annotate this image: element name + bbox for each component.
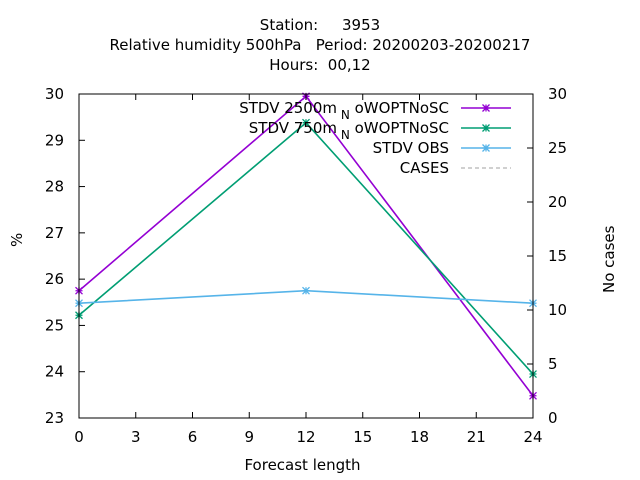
plot-area: 0 3 6 9 12 15 18 21 24 23 24 25 26 27 28 29 30 0 5 10 15 20 25…: [45, 85, 567, 446]
legend-marker-2: [482, 144, 490, 152]
x-tick-label: 15: [353, 428, 372, 446]
legend-marker-1: [482, 124, 490, 132]
y-tick-label: 23: [45, 409, 64, 427]
x-tick-label: 24: [523, 428, 542, 446]
legend-label-main: STDV OBS: [373, 139, 449, 157]
y-tick-label: 28: [45, 178, 64, 196]
y2-tick-label: 0: [548, 409, 558, 427]
y2-tick-label: 30: [548, 85, 567, 103]
y2-tick-label: 25: [548, 139, 567, 157]
y2-tick-label: 15: [548, 247, 567, 265]
x-tick-label: 21: [467, 428, 486, 446]
legend-label-main: CASES: [400, 159, 449, 177]
legend-label-subscript: N: [337, 108, 350, 122]
y-tick-label: 30: [45, 85, 64, 103]
legend-label-main: STDV 2500m: [239, 99, 337, 117]
y2-tick-label: 5: [548, 355, 558, 373]
y-tick-label: 24: [45, 363, 64, 381]
y-tick-label: 25: [45, 316, 64, 334]
legend-marker-0: [482, 104, 490, 112]
legend-label-tail: oWOPTNoSC: [350, 99, 449, 117]
legend-label-tail: oWOPTNoSC: [350, 119, 449, 137]
legend-label-1: STDV 750m N oWOPTNoSC: [249, 119, 449, 142]
plot-frame: [78, 93, 534, 419]
y2-tick-label: 10: [548, 301, 567, 319]
chart-title-variable-period: Relative humidity 500hPa Period: 2020020…: [109, 36, 531, 54]
x-tick-label: 6: [188, 428, 198, 446]
y2-tick-label: 20: [548, 193, 567, 211]
x-axis-label: Forecast length: [244, 456, 361, 474]
series-line-1: [78, 121, 534, 375]
x-tick-label: 9: [244, 428, 254, 446]
y2-axis-label: No cases: [600, 225, 618, 293]
series-point-1-1: [302, 118, 310, 127]
y-tick-label: 26: [45, 270, 64, 288]
series-line-0: [78, 95, 534, 397]
x-tick-label: 0: [74, 428, 84, 446]
series-point-2-1: [302, 286, 310, 295]
chart-title-station: Station: 3953: [259, 16, 381, 34]
legend-label-subscript: N: [337, 128, 350, 142]
y-axis-label: %: [8, 232, 26, 247]
chart-title-hours: Hours: 00,12: [269, 56, 371, 74]
legend-label-main: STDV 750m: [249, 119, 337, 137]
legend-label-2: STDV OBS: [373, 139, 449, 157]
x-tick-label: 3: [131, 428, 141, 446]
legend-label-3: CASES: [400, 159, 449, 177]
legend-label-0: STDV 2500m N oWOPTNoSC: [239, 99, 449, 122]
x-tick-label: 18: [410, 428, 429, 446]
y-tick-label: 29: [45, 131, 64, 149]
y-tick-label: 27: [45, 224, 64, 242]
x-tick-label: 12: [296, 428, 315, 446]
